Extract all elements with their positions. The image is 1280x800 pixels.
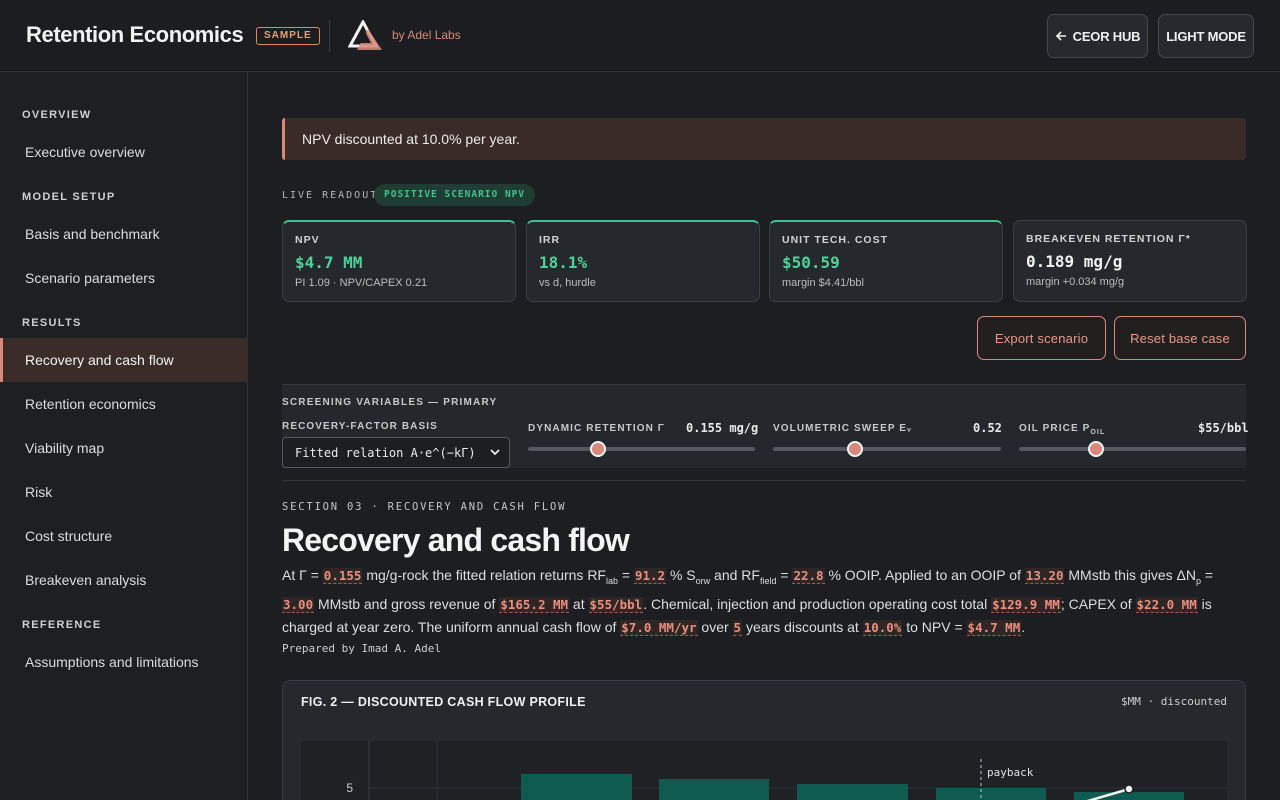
reset-base-case-button[interactable]: Reset base case (1114, 316, 1246, 360)
kpi-value: 18.1% (539, 253, 588, 272)
slider-thumb-retention[interactable] (590, 441, 607, 457)
sidebar-item-viability-map[interactable]: Viability map (25, 440, 105, 456)
nav-section-reference: REFERENCE (22, 619, 102, 631)
recovery-basis-select[interactable]: Fitted relation A·e^(−kΓ) (282, 437, 510, 468)
slider-track-oil-price[interactable] (1019, 447, 1246, 451)
arrow-left-icon (1055, 31, 1066, 41)
sidebar-item-basis-benchmark[interactable]: Basis and benchmark (25, 226, 160, 242)
sidebar-item-retention-economics[interactable]: Retention economics (25, 396, 156, 412)
cash-flow-figure: FIG. 2 — DISCOUNTED CASH FLOW PROFILE $M… (282, 680, 1246, 800)
chevron-down-icon (490, 449, 500, 456)
slider-track-retention[interactable] (528, 447, 755, 451)
kpi-card-npv: NPV $4.7 MM PI 1.09 · NPV/CAPEX 0.21 (282, 220, 516, 302)
cumulative-line (1086, 787, 1130, 800)
light-mode-button[interactable]: LIGHT MODE (1158, 14, 1254, 58)
sample-badge: SAMPLE (256, 27, 320, 45)
slider-value-oil-price: $55/bbl (1198, 421, 1249, 435)
ceor-hub-button[interactable]: CEOR HUB (1047, 14, 1148, 58)
sidebar-item-assumptions[interactable]: Assumptions and limitations (25, 654, 199, 670)
kpi-value: 0.189 mg/g (1026, 252, 1123, 271)
prepared-by: Prepared by Imad A. Adel (282, 642, 441, 655)
slider-value-sweep: 0.52 (973, 421, 1002, 435)
section-summary: At Γ = 0.155 mg/g-rock the fitted relati… (282, 567, 1214, 636)
slider-label-oil-price: OIL PRICE POIL (1019, 423, 1105, 436)
nav-section-results: RESULTS (22, 317, 82, 329)
value-price: $55/bbl (588, 596, 644, 613)
value-opex: $129.9 MM (991, 596, 1061, 613)
kpi-label: UNIT TECH. COST (782, 234, 888, 246)
live-readout-label: LIVE READOUT (282, 190, 379, 201)
sidebar-item-executive-overview[interactable]: Executive overview (25, 144, 145, 160)
value-gamma: 0.155 (322, 568, 363, 584)
value-ooip: 13.20 (1024, 568, 1065, 584)
export-scenario-button[interactable]: Export scenario (977, 316, 1106, 360)
kpi-card-irr: IRR 18.1% vs d, hurdle (526, 220, 760, 302)
kpi-sub: vs d, hurdle (539, 277, 596, 289)
sidebar-item-scenario-parameters[interactable]: Scenario parameters (25, 270, 155, 286)
kpi-label: NPV (295, 234, 320, 246)
basis-label: RECOVERY-FACTOR BASIS (282, 421, 438, 432)
slider-label-retention: DYNAMIC RETENTION Γ (528, 423, 665, 434)
kpi-value: $50.59 (782, 253, 840, 272)
kpi-card-breakeven: BREAKEVEN RETENTION Γ* 0.189 mg/g margin… (1013, 220, 1247, 302)
ceor-hub-label: CEOR HUB (1072, 28, 1141, 44)
value-years: 5 (732, 619, 743, 636)
value-capex: $22.0 MM (1135, 596, 1198, 613)
slider-label-sub: OIL (1090, 429, 1106, 436)
main-content: NPV discounted at 10.0% per year. LIVE R… (248, 72, 1280, 800)
select-value: Fitted relation A·e^(−kΓ) (295, 445, 476, 460)
app-title: Retention Economics (26, 22, 244, 47)
cash-flow-bar (659, 779, 769, 800)
slider-label-sweep: VOLUMETRIC SWEEP Eᵥ (773, 423, 912, 434)
nav-section-model-setup: MODEL SETUP (22, 191, 116, 203)
section-kicker: SECTION 03 · RECOVERY AND CASH FLOW (282, 501, 567, 513)
payback-label: payback (987, 766, 1034, 779)
cash-flow-bar (1074, 792, 1184, 800)
value-delta-np: 3.00 (282, 596, 315, 613)
kpi-value: $4.7 MM (295, 253, 363, 272)
discount-notice: NPV discounted at 10.0% per year. (282, 118, 1246, 160)
kpi-label: BREAKEVEN RETENTION Γ* (1026, 233, 1191, 245)
section-divider (282, 480, 1246, 481)
value-rf-lab: 91.2 (633, 568, 667, 584)
screening-variables-panel: SCREENING VARIABLES — PRIMARY RECOVERY-F… (282, 384, 1249, 468)
byline: by Adel Labs (392, 28, 461, 42)
nav-section-overview: OVERVIEW (22, 109, 92, 121)
cash-flow-bar (936, 788, 1046, 800)
sidebar-item-risk[interactable]: Risk (25, 484, 53, 500)
kpi-sub: PI 1.09 · NPV/CAPEX 0.21 (295, 277, 428, 289)
value-npv: $4.7 MM (966, 619, 1022, 636)
kpi-sub: margin $4.41/bbl (782, 277, 864, 289)
y-tick-label: 5 (346, 781, 353, 795)
panel-title: SCREENING VARIABLES — PRIMARY (282, 397, 498, 408)
header-divider (329, 20, 330, 52)
value-revenue: $165.2 MM (499, 596, 570, 613)
slider-value-retention: 0.155 mg/g (686, 421, 759, 435)
cash-flow-bar (797, 784, 908, 800)
cash-flow-bar (521, 774, 632, 800)
slider-thumb-oil-price[interactable] (1088, 441, 1105, 457)
value-discount-rate: 10.0% (862, 619, 903, 636)
value-rf-field: 22.8 (792, 568, 825, 584)
value-annual-cash-flow: $7.0 MM/yr (620, 619, 698, 636)
slider-label-text: OIL PRICE P (1019, 423, 1091, 434)
sidebar: OVERVIEW Executive overview MODEL SETUP … (0, 72, 248, 800)
sidebar-item-breakeven-analysis[interactable]: Breakeven analysis (25, 572, 147, 588)
kpi-sub: margin +0.034 mg/g (1026, 276, 1125, 288)
scenario-status-badge: POSITIVE SCENARIO NPV (374, 184, 536, 206)
slider-thumb-sweep[interactable] (847, 441, 864, 457)
sidebar-item-cost-structure[interactable]: Cost structure (25, 528, 113, 544)
section-title: Recovery and cash flow (282, 522, 630, 558)
sidebar-item-recovery-cash-flow[interactable]: Recovery and cash flow (0, 338, 247, 382)
figure-title: FIG. 2 — DISCOUNTED CASH FLOW PROFILE (301, 695, 586, 709)
slider-track-sweep[interactable] (773, 447, 1001, 451)
cash-flow-plot: 5 payback (301, 741, 1227, 800)
kpi-label: IRR (539, 234, 561, 246)
kpi-card-unit-cost: UNIT TECH. COST $50.59 margin $4.41/bbl (769, 220, 1003, 302)
cumulative-point (1124, 784, 1134, 794)
figure-unit: $MM · discounted (1121, 695, 1227, 708)
top-bar: Retention Economics SAMPLE by Adel Labs … (0, 0, 1280, 72)
adel-labs-logo-icon (348, 20, 382, 50)
